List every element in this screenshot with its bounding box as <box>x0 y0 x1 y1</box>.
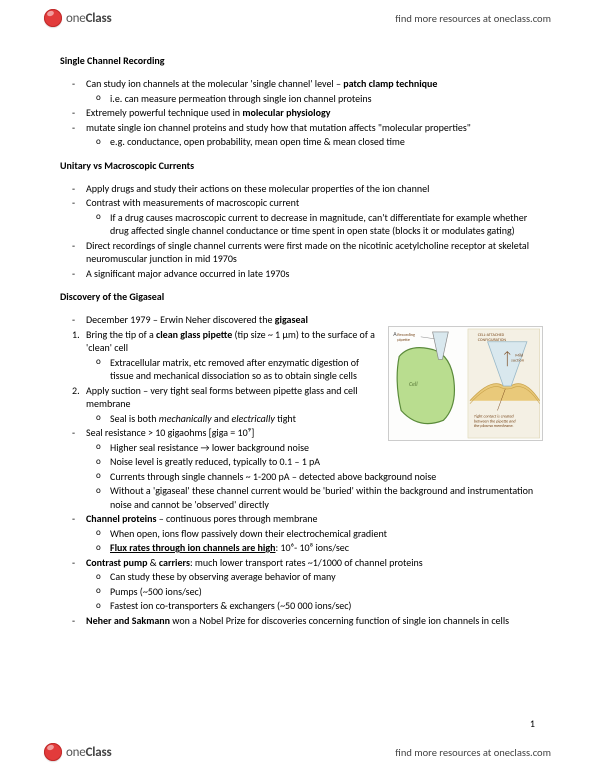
cell-shape <box>397 348 454 424</box>
list-item: If a drug causes macroscopic current to … <box>96 211 535 238</box>
find-more-link[interactable]: find more resources at oneclass.com <box>395 12 551 25</box>
brand-logo-footer[interactable]: oneClass <box>44 743 111 761</box>
logo-text: oneClass <box>66 745 111 760</box>
section-title: Discovery of the Gigaseal <box>60 290 535 303</box>
list-item: i.e. can measure permeation through sing… <box>96 92 535 106</box>
find-more-link-footer[interactable]: find more resources at oneclass.com <box>395 746 551 759</box>
pipette-label: Recordingpipette <box>397 333 415 343</box>
logo-text: oneClass <box>66 11 111 26</box>
header: oneClass find more resources at oneclass… <box>0 0 595 36</box>
section-title: Unitary vs Macroscopic Currents <box>60 159 535 172</box>
document-content: Single Channel Recording Can study ion ch… <box>0 36 595 627</box>
list-item: December 1979 – Erwin Neher discovered t… <box>72 313 375 327</box>
list-item: A significant major advance occurred in … <box>72 267 535 281</box>
list-item: 1.Bring the tip of a clean glass pipette… <box>72 328 375 355</box>
list-item: Flux rates through ion channels are high… <box>96 541 535 555</box>
list-item: Without a 'gigaseal' these channel curre… <box>96 484 535 511</box>
mode-label: CELL-ATTACHEDCONFIGURATION <box>478 333 507 343</box>
list-item: Seal resistance > 10 gigaohms [giga = 10… <box>72 426 375 440</box>
section-title: Single Channel Recording <box>60 54 535 67</box>
brand-logo[interactable]: oneClass <box>44 9 111 27</box>
list-item: Direct recordings of single channel curr… <box>72 239 535 266</box>
list-item: Extracellular matrix, etc removed after … <box>96 356 375 383</box>
bullet-list: Apply drugs and study their actions on t… <box>60 182 535 281</box>
gigaseal-diagram: A Cell Recordingpipette CELL-ATTACHEDCON… <box>388 326 543 441</box>
page-number: 1 <box>530 717 535 730</box>
list-item: 2.Apply suction – very tight seal forms … <box>72 384 375 411</box>
list-item: Currents through single channels ~ 1-200… <box>96 470 535 484</box>
logo-icon <box>44 743 62 761</box>
bullet-list: Can study ion channels at the molecular … <box>60 77 535 149</box>
list-item: Contrast with measurements of macroscopi… <box>72 196 535 210</box>
section: Unitary vs Macroscopic Currents Apply dru… <box>60 159 535 281</box>
list-item: Can study ion channels at the molecular … <box>72 77 535 91</box>
list-item: Channel proteins – continuous pores thro… <box>72 512 535 526</box>
list-item: Pumps (~500 ions/sec) <box>96 585 535 599</box>
diagram-caption: Tight contact is createdbetween the pipe… <box>474 414 517 429</box>
list-item: When open, ions flow passively down thei… <box>96 527 535 541</box>
footer: oneClass find more resources at oneclass… <box>0 734 595 770</box>
list-item: e.g. conductance, open probability, mean… <box>96 135 535 149</box>
list-item: Fastest ion co-transporters & exchangers… <box>96 599 535 613</box>
list-item: Can study these by observing average beh… <box>96 570 535 584</box>
list-item: Higher seal resistance → lower backgroun… <box>96 441 535 455</box>
section: Single Channel Recording Can study ion ch… <box>60 54 535 149</box>
list-item: Extremely powerful technique used in mol… <box>72 106 535 120</box>
logo-icon <box>44 9 62 27</box>
list-item: Neher and Sakmann won a Nobel Prize for … <box>72 614 535 628</box>
list-item: Noise level is greatly reduced, typicall… <box>96 455 535 469</box>
list-item: Contrast pump & carriers: much lower tra… <box>72 556 535 570</box>
cell-label: Cell <box>409 380 418 388</box>
bullet-list: Higher seal resistance → lower backgroun… <box>60 441 535 628</box>
list-item: Apply drugs and study their actions on t… <box>72 182 535 196</box>
list-item: mutate single ion channel proteins and s… <box>72 121 535 135</box>
list-item: Seal is both mechanically and electrical… <box>96 412 375 426</box>
